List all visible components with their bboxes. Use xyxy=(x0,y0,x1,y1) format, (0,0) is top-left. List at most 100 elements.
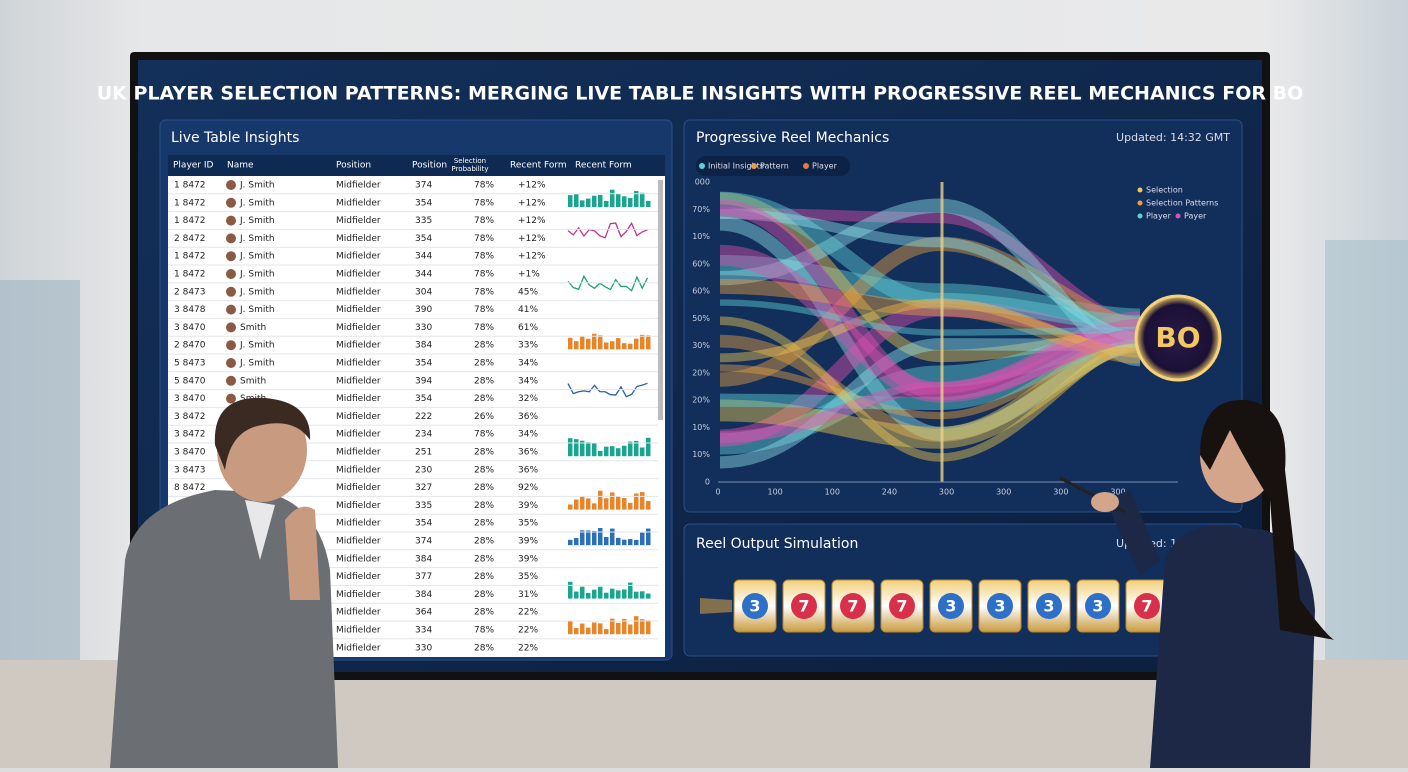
legend-label: Selection xyxy=(1146,186,1183,195)
spark-bar xyxy=(646,528,651,546)
legend-dot xyxy=(1175,213,1181,219)
spark-bar xyxy=(586,198,591,207)
column-header: Selection Probability xyxy=(451,157,488,173)
reel-symbol: 7 xyxy=(1141,597,1152,616)
spark-bar xyxy=(646,200,651,207)
cell: 354 xyxy=(415,198,432,208)
avatar xyxy=(226,197,236,208)
cell: 41% xyxy=(518,305,538,315)
cell: 1 8472 xyxy=(174,216,206,226)
cell: 377 xyxy=(415,572,432,582)
spark-bar xyxy=(616,590,621,599)
cell: +12% xyxy=(518,181,546,191)
woman-hair xyxy=(1200,399,1335,640)
cell: 45% xyxy=(518,287,538,297)
cell: +12% xyxy=(518,252,546,262)
cell: 28% xyxy=(474,465,494,475)
cell: 354 xyxy=(415,394,432,404)
cell: 394 xyxy=(415,376,432,386)
target-circle xyxy=(1134,294,1222,382)
cell: 335 xyxy=(415,216,432,226)
cell: 1 8472 xyxy=(174,270,206,280)
flow-band xyxy=(719,244,1141,403)
x-label: 300 xyxy=(939,488,954,497)
column-header: Position xyxy=(336,161,371,171)
cell: Midfielder xyxy=(336,465,381,475)
cell: 26% xyxy=(474,412,494,422)
spark-bar xyxy=(592,530,597,546)
spark-bar xyxy=(592,622,597,635)
header-line: Probability xyxy=(451,165,488,173)
reel-badge xyxy=(938,593,964,619)
avatar xyxy=(226,215,236,226)
cell: 28% xyxy=(474,519,494,529)
spark-bar xyxy=(604,498,609,510)
cell: 1 8472 xyxy=(174,181,206,191)
spark-bar xyxy=(586,627,591,635)
y-label: 30% xyxy=(692,341,710,350)
spark-bar xyxy=(622,618,627,635)
flow-panel xyxy=(683,119,1243,513)
cell: 384 xyxy=(415,341,432,351)
cell: 3 8473 xyxy=(174,465,206,475)
spark-bar xyxy=(616,537,621,546)
cell: 61% xyxy=(518,323,538,333)
cell: 36% xyxy=(518,465,538,475)
cell: Midfielder xyxy=(336,626,381,636)
avatar xyxy=(226,251,236,262)
man-body xyxy=(110,490,338,768)
cell: 3 8470 xyxy=(174,323,206,333)
flows xyxy=(719,191,1141,469)
header-line: Selection xyxy=(454,157,486,165)
y-label: 10% xyxy=(692,450,710,459)
spark-bar xyxy=(646,500,651,510)
cell: 92% xyxy=(518,483,538,493)
spark-bar xyxy=(628,343,633,350)
cell: 39% xyxy=(518,537,538,547)
reel-symbol: 3 xyxy=(1043,597,1054,616)
avatar xyxy=(226,180,236,190)
cell: Midfielder xyxy=(336,519,381,529)
spark-bar xyxy=(568,337,573,350)
flow-band xyxy=(719,199,1141,401)
spark-bar xyxy=(580,496,585,510)
cell: Smith xyxy=(240,376,266,386)
cell: 354 xyxy=(415,359,432,369)
flow-band xyxy=(719,254,1141,329)
flow-band xyxy=(719,299,1141,447)
cell: 1 8472 xyxy=(174,252,206,262)
spark-bar xyxy=(604,629,609,635)
cell: 374 xyxy=(415,181,432,191)
spark-bar xyxy=(640,192,645,207)
sparkline xyxy=(567,382,648,398)
cell: J. Smith xyxy=(239,270,275,280)
flow-band xyxy=(719,192,1141,363)
spark-bar xyxy=(622,343,627,350)
cell: 374 xyxy=(415,537,432,547)
spark-bar xyxy=(592,589,597,599)
reel-symbol: 7 xyxy=(847,597,858,616)
spark-bar xyxy=(580,440,585,457)
reel-badge xyxy=(987,593,1013,619)
spark-bar xyxy=(592,443,597,457)
spark-bar xyxy=(640,532,645,546)
x-label: 100 xyxy=(825,488,840,497)
reel-badge xyxy=(1134,593,1160,619)
spark-bar xyxy=(610,588,615,599)
flow-band xyxy=(719,236,1141,387)
spark-bar xyxy=(640,591,645,599)
flow-title: Progressive Reel Mechanics xyxy=(696,130,889,146)
y-label: 60% xyxy=(692,287,710,296)
legend-label: Initial Insights xyxy=(708,162,764,171)
flow-band xyxy=(719,216,1141,441)
cell: 32% xyxy=(518,394,538,404)
y-label: 60% xyxy=(692,259,710,268)
avatar xyxy=(226,375,236,386)
avatar xyxy=(226,304,236,315)
avatar xyxy=(226,233,236,244)
spark-bar xyxy=(568,438,573,457)
cell: +12% xyxy=(518,216,546,226)
flow-band xyxy=(719,331,1141,410)
cell: 34% xyxy=(518,376,538,386)
cell: J. Smith xyxy=(239,234,275,244)
